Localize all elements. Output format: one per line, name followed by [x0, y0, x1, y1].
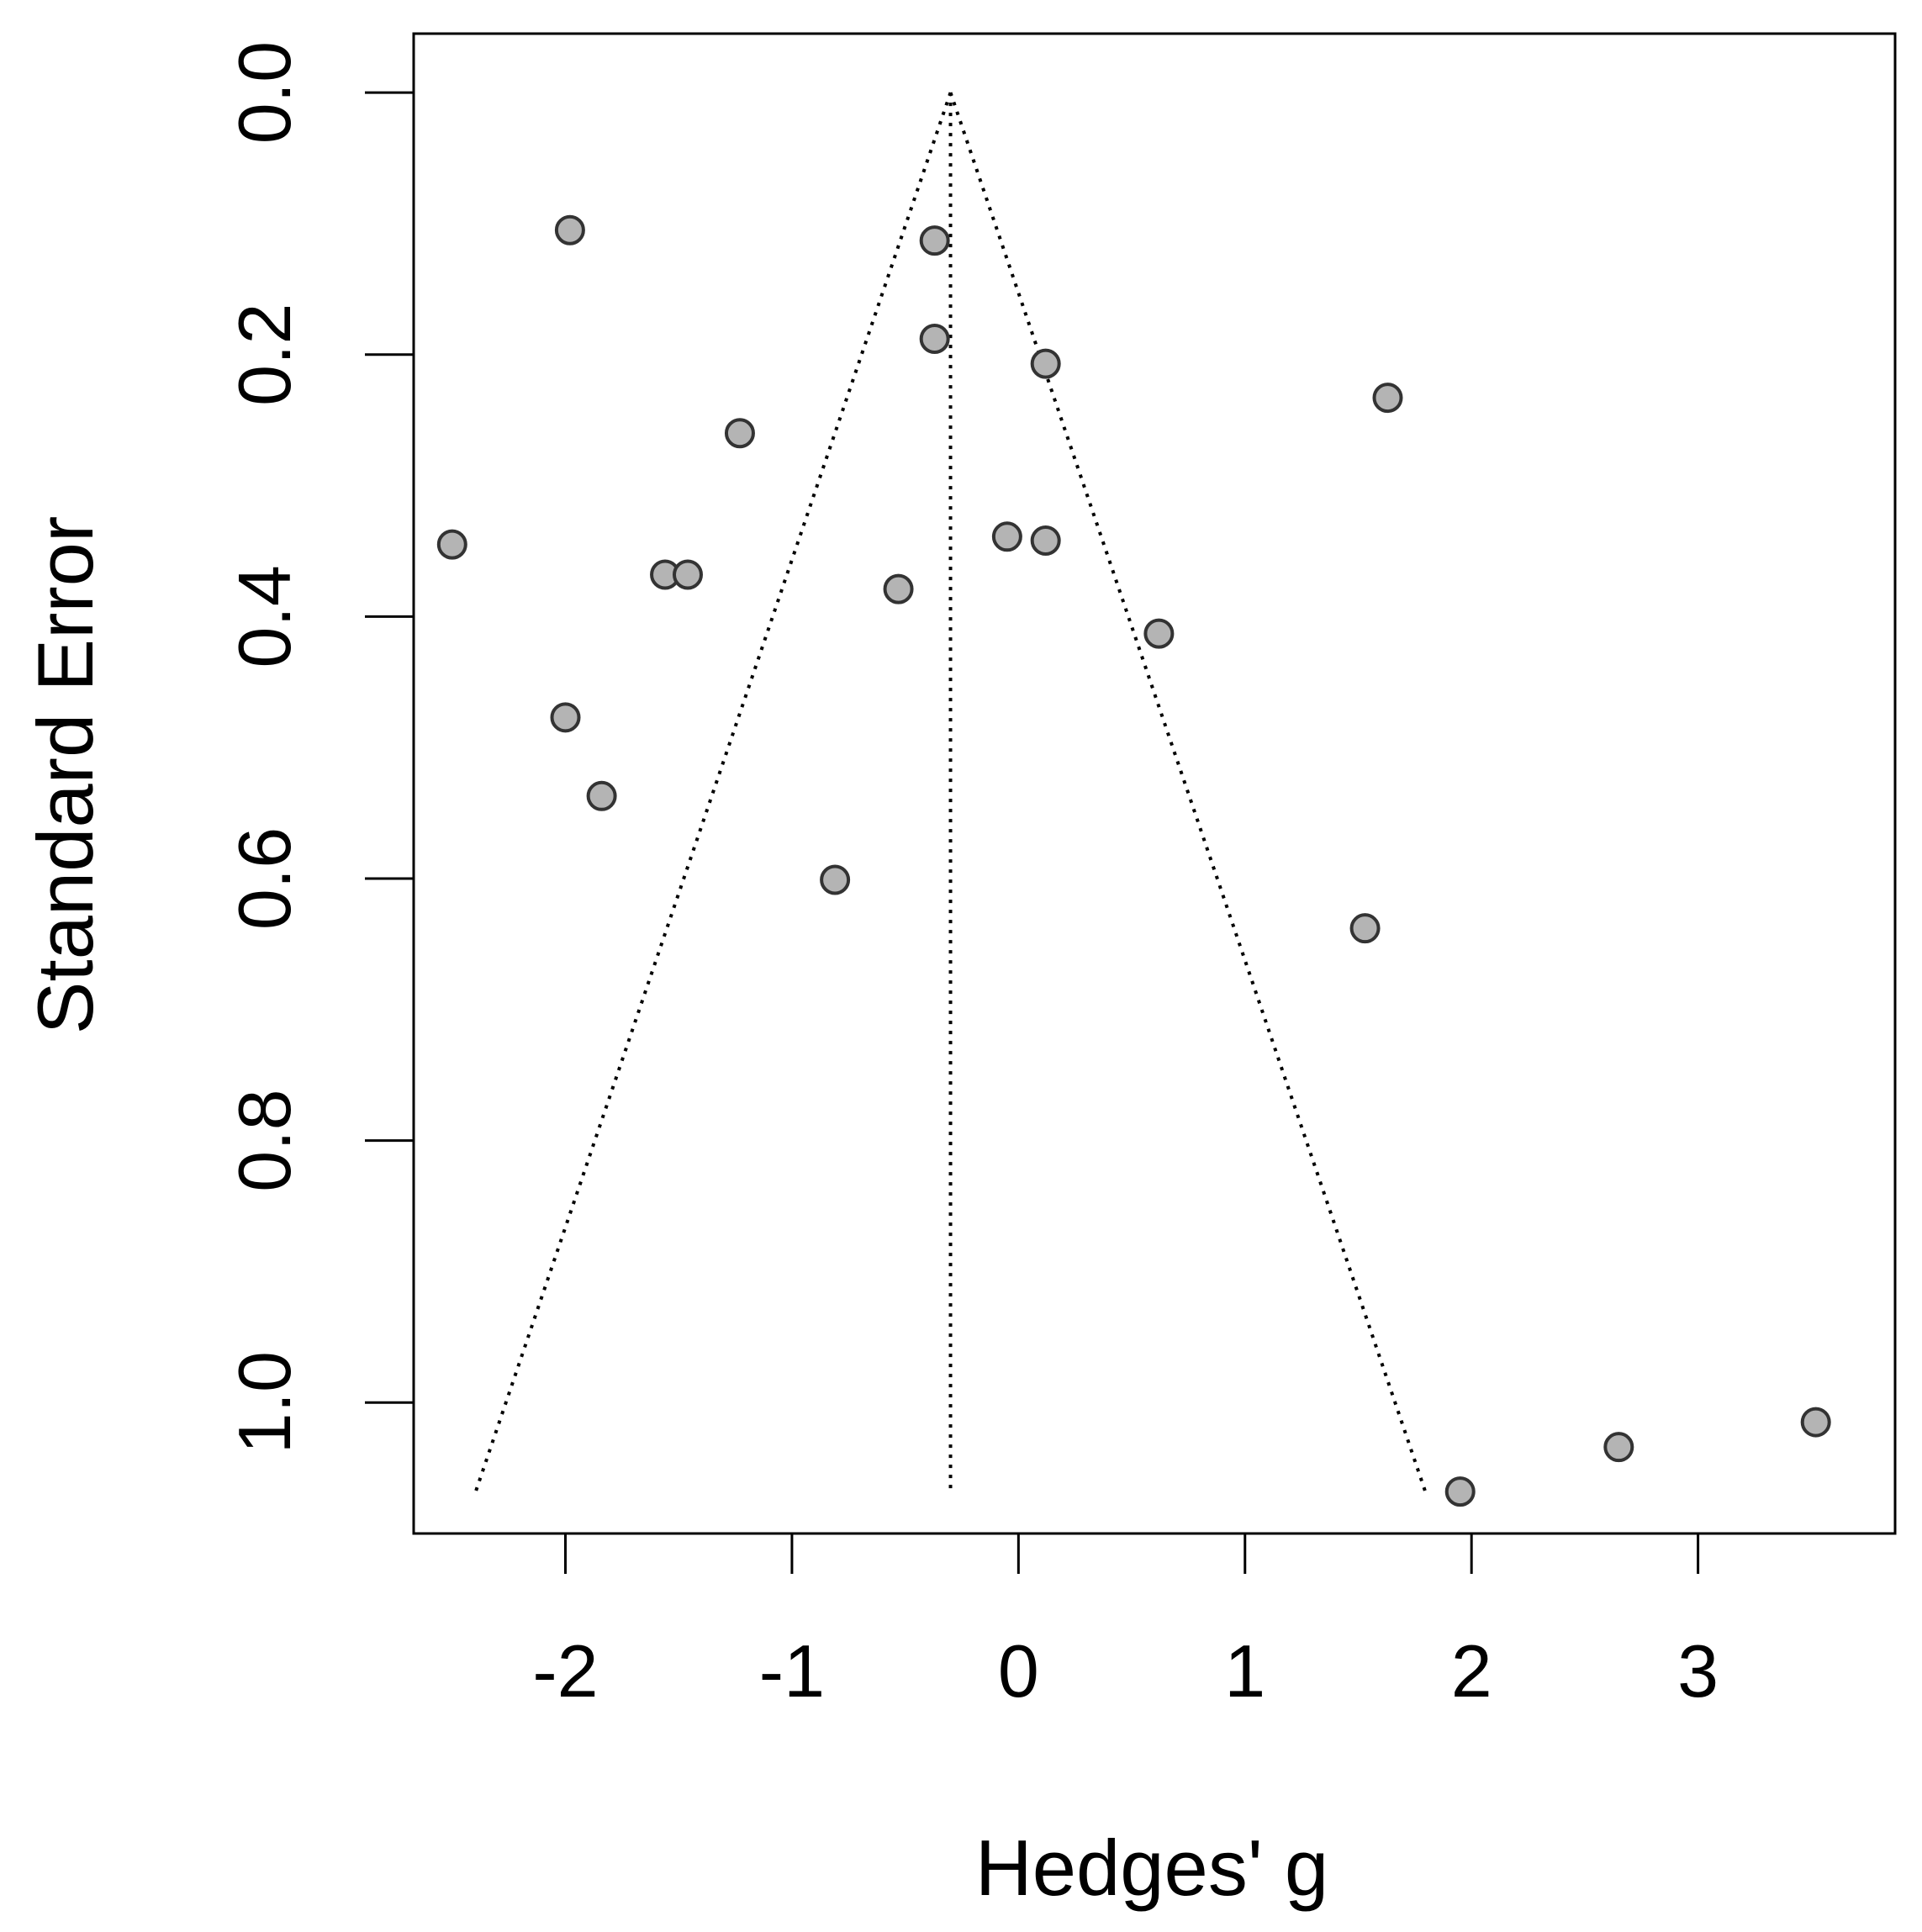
funnel-left-line — [473, 92, 953, 1495]
plot-frame — [412, 32, 1897, 1535]
x-tick-label: -2 — [532, 1629, 598, 1713]
funnel-right-line — [948, 92, 1428, 1495]
data-point — [919, 225, 950, 256]
x-tick-label: -1 — [759, 1629, 825, 1713]
data-point — [820, 864, 851, 895]
data-points — [436, 214, 1831, 1507]
y-tick-label: 0.0 — [223, 41, 306, 144]
x-tick-label: 0 — [998, 1629, 1039, 1713]
y-tick-label: 0.8 — [223, 1089, 306, 1191]
data-point — [550, 702, 581, 733]
data-point — [883, 573, 914, 604]
y-tick-label: 0.4 — [223, 565, 306, 668]
data-point — [991, 521, 1022, 552]
x-axis: -2 -1 0 1 2 3 — [532, 1532, 1719, 1713]
x-tick-label: 1 — [1224, 1629, 1265, 1713]
data-point — [1143, 618, 1175, 649]
data-point — [1349, 913, 1381, 944]
data-point — [554, 214, 585, 245]
data-point — [724, 418, 755, 449]
data-point — [1030, 525, 1061, 556]
x-tick-label: 3 — [1677, 1629, 1719, 1713]
y-tick-label: 0.6 — [223, 827, 306, 930]
data-point — [586, 780, 617, 811]
y-tick-label: 0.2 — [223, 304, 306, 406]
data-point — [672, 559, 703, 590]
y-tick-label: 1.0 — [223, 1351, 306, 1454]
data-point — [1030, 348, 1061, 379]
y-axis: 0.0 0.2 0.4 0.6 0.8 1.0 — [223, 41, 415, 1454]
y-axis-title: Standard Error — [21, 516, 109, 1035]
x-axis-title: Hedges' g — [975, 1824, 1328, 1912]
data-point — [1603, 1432, 1634, 1463]
data-point — [1372, 383, 1403, 414]
data-point — [1444, 1476, 1476, 1507]
data-point — [1800, 1407, 1831, 1438]
funnel-lines — [473, 92, 1428, 1495]
data-point — [436, 529, 467, 560]
x-tick-label: 2 — [1451, 1629, 1492, 1713]
data-point — [919, 324, 950, 355]
